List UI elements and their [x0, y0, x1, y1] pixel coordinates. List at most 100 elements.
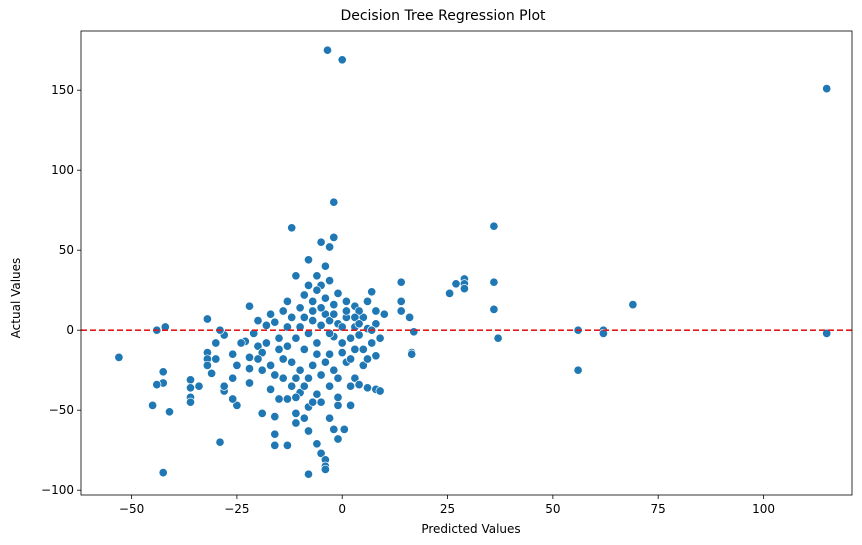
- data-point: [320, 261, 330, 271]
- data-point: [278, 373, 288, 383]
- data-point: [261, 320, 271, 330]
- data-point: [489, 221, 499, 231]
- data-point: [350, 312, 360, 322]
- data-point: [358, 344, 368, 354]
- x-tick-label: 75: [651, 502, 666, 516]
- data-point: [362, 296, 373, 306]
- data-point: [354, 330, 364, 340]
- y-tick-label: −100: [41, 483, 74, 497]
- data-point: [303, 373, 314, 383]
- data-point: [266, 309, 276, 319]
- data-point: [185, 383, 196, 393]
- data-point: [350, 344, 360, 354]
- data-point: [270, 440, 280, 450]
- data-point: [333, 400, 343, 410]
- data-point: [396, 306, 406, 316]
- data-point: [312, 271, 322, 281]
- data-point: [270, 370, 280, 380]
- data-point: [320, 293, 330, 303]
- data-point: [354, 306, 364, 316]
- data-point: [316, 320, 326, 330]
- data-point: [451, 279, 461, 289]
- y-tick-label: −50: [49, 403, 74, 417]
- data-point: [274, 394, 284, 404]
- data-point: [493, 333, 503, 343]
- data-point: [299, 413, 309, 423]
- data-point: [341, 306, 351, 316]
- data-point: [270, 317, 280, 327]
- data-point: [308, 316, 318, 326]
- data-point: [244, 364, 255, 374]
- data-point: [308, 306, 318, 316]
- data-point: [375, 333, 385, 343]
- data-point: [312, 349, 322, 359]
- data-point: [253, 316, 263, 326]
- data-point: [325, 349, 335, 359]
- data-point: [202, 314, 212, 324]
- data-point: [194, 381, 204, 391]
- data-point: [244, 378, 255, 388]
- data-point: [291, 418, 301, 428]
- data-point: [333, 434, 343, 444]
- data-point: [362, 383, 373, 393]
- data-point: [295, 322, 305, 332]
- y-tick-label: 0: [66, 323, 74, 337]
- data-point: [333, 392, 343, 402]
- plot-area: [81, 45, 852, 479]
- data-point: [291, 373, 301, 383]
- data-point: [375, 386, 385, 396]
- data-point: [274, 344, 284, 354]
- data-point: [337, 322, 347, 332]
- data-point: [354, 319, 364, 329]
- data-point: [158, 468, 168, 478]
- data-point: [303, 280, 314, 290]
- data-point: [215, 437, 225, 447]
- data-point: [445, 288, 455, 298]
- data-point: [316, 303, 326, 313]
- data-point: [266, 360, 276, 370]
- data-point: [236, 338, 246, 348]
- data-point: [316, 448, 326, 458]
- data-point: [367, 338, 377, 348]
- data-point: [337, 348, 347, 358]
- data-point: [253, 341, 263, 351]
- data-point: [308, 397, 318, 407]
- data-point: [339, 424, 349, 434]
- data-point: [367, 287, 377, 297]
- data-point: [299, 312, 309, 322]
- data-point: [207, 368, 217, 378]
- data-point: [185, 397, 196, 407]
- data-point: [303, 255, 314, 265]
- data-point: [244, 352, 255, 362]
- x-tick-label: 25: [440, 502, 455, 516]
- data-point: [371, 351, 381, 361]
- data-point: [299, 290, 309, 300]
- data-point: [337, 338, 347, 348]
- data-point: [299, 344, 309, 354]
- data-point: [329, 300, 339, 310]
- data-point: [329, 365, 339, 375]
- data-point: [371, 306, 381, 316]
- data-point: [312, 285, 322, 295]
- data-point: [325, 276, 335, 286]
- data-point: [346, 333, 356, 343]
- data-point: [405, 312, 415, 322]
- data-point: [362, 354, 373, 364]
- data-point: [489, 304, 499, 314]
- data-point: [228, 373, 238, 383]
- data-point: [598, 328, 608, 338]
- data-point: [274, 333, 284, 343]
- data-point: [228, 394, 238, 404]
- data-point: [270, 429, 280, 439]
- data-point: [379, 309, 389, 319]
- data-point: [287, 357, 297, 367]
- data-point: [295, 365, 305, 375]
- x-tick-label: −50: [119, 502, 144, 516]
- data-point: [312, 338, 322, 348]
- data-point: [257, 365, 267, 375]
- data-point: [278, 354, 288, 364]
- data-point: [396, 277, 406, 287]
- data-point: [211, 338, 221, 348]
- data-point: [329, 309, 339, 319]
